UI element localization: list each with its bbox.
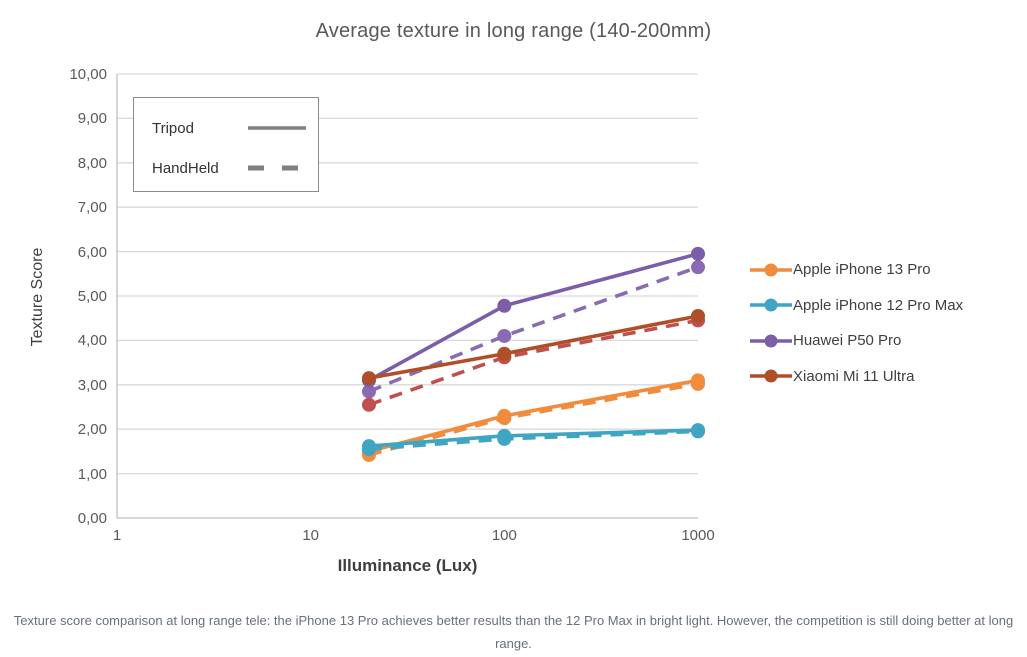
legend-marker-icon <box>750 263 792 276</box>
x-tick-label: 10 <box>302 527 319 544</box>
legend-label: Huawei P50 Pro <box>793 332 902 349</box>
data-point-marker <box>361 384 376 399</box>
legend-marker-icon <box>750 298 792 312</box>
legend-label: Apple iPhone 12 Pro Max <box>793 296 964 314</box>
y-tick-label: 3,00 <box>77 376 107 394</box>
x-tick-label: 1 <box>112 527 122 544</box>
chart-caption: Texture score comparison at long range t… <box>13 613 1014 651</box>
y-tick-label: 2,00 <box>77 421 107 439</box>
x-tick-label: 100 <box>491 527 517 544</box>
legend-item: Apple iPhone 13 Pro <box>750 259 1020 280</box>
y-tick-label: 8,00 <box>77 154 107 172</box>
y-tick-label: 6,00 <box>77 243 107 261</box>
line-style-legend-box: Tripod HandHeld <box>133 97 319 192</box>
style-legend-label: Tripod <box>152 119 194 137</box>
data-point-marker <box>497 298 512 313</box>
legend-dot <box>764 263 778 276</box>
legend-marker-icon <box>750 334 792 347</box>
data-point-marker <box>361 371 376 386</box>
data-point-marker <box>691 373 705 388</box>
legend-item: Huawei P50 Pro <box>750 330 1020 351</box>
y-tick-label: 1,00 <box>77 465 107 483</box>
series-legend: Apple iPhone 13 Pro Apple iPhone 12 Pro M… <box>750 259 1020 401</box>
style-legend-label: HandHeld <box>152 159 219 177</box>
legend-item: Xiaomi Mi 11 Ultra <box>750 366 1020 387</box>
legend-dot <box>764 369 778 383</box>
plot-area <box>116 73 705 519</box>
legend-dot <box>764 334 778 347</box>
y-tick-label: 9,00 <box>77 110 107 128</box>
legend-label: Xiaomi Mi 11 Ultra <box>793 367 915 385</box>
y-tick-label: 4,00 <box>77 332 107 350</box>
series-line-handheld <box>368 265 699 394</box>
data-point-marker <box>691 308 705 323</box>
y-tick-label: 7,00 <box>77 199 107 217</box>
data-point-marker <box>497 408 512 423</box>
style-legend-item-tripod: Tripod <box>152 117 306 139</box>
solid-line-sample-icon <box>248 126 306 130</box>
legend-label: Apple iPhone 13 Pro <box>793 261 931 278</box>
x-axis-title: Illuminance (Lux) <box>337 556 478 575</box>
dashed-line-sample-icon <box>248 165 306 171</box>
legend-marker-icon <box>750 369 792 383</box>
data-point-marker <box>361 439 376 454</box>
data-point-marker <box>497 428 512 443</box>
chart-title: Average texture in long range (140-200mm… <box>315 20 712 42</box>
y-tick-label: 0,00 <box>77 510 107 527</box>
data-point-marker <box>361 397 376 412</box>
legend-item: Apple iPhone 12 Pro Max <box>750 295 1020 316</box>
data-point-marker <box>497 346 512 361</box>
data-point-marker <box>691 246 705 261</box>
series-line-tripod <box>368 252 699 382</box>
style-legend-item-handheld: HandHeld <box>152 157 306 179</box>
legend-dot <box>764 298 778 312</box>
x-tick-label: 1000 <box>681 527 715 544</box>
chart-plot-svg <box>116 73 705 519</box>
y-tick-label: 5,00 <box>77 288 107 305</box>
y-tick-label: 10,00 <box>69 66 107 83</box>
data-point-marker <box>497 328 512 343</box>
data-point-marker <box>691 423 705 438</box>
data-point-marker <box>691 260 705 275</box>
